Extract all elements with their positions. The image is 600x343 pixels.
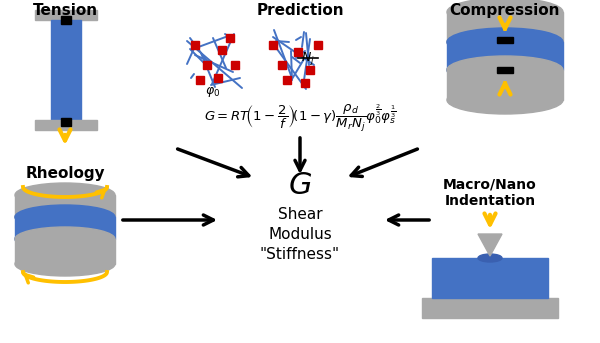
Bar (447, 70, 563, 100)
Text: $G = RT\!\left(1-\dfrac{2}{f}\right)\!(1-\gamma)\dfrac{\rho_d}{M_r N_j}\varphi_0: $G = RT\!\left(1-\dfrac{2}{f}\right)\!(1… (204, 102, 396, 134)
Bar (35, 120, 97, 130)
Bar (278, 61, 286, 69)
Ellipse shape (447, 56, 563, 84)
Ellipse shape (447, 28, 563, 56)
Bar (214, 74, 222, 82)
Ellipse shape (447, 86, 563, 114)
Bar (218, 46, 226, 54)
Text: Shear
Modulus
"Stiffness": Shear Modulus "Stiffness" (260, 207, 340, 262)
Bar (432, 258, 548, 298)
Bar (203, 61, 211, 69)
Bar (269, 41, 277, 49)
Bar (301, 79, 309, 87)
Bar (15, 195, 115, 217)
Ellipse shape (15, 252, 115, 276)
Text: Rheology: Rheology (25, 166, 105, 181)
Bar (314, 41, 322, 49)
Bar (447, 12, 563, 42)
Bar (15, 217, 115, 239)
Text: Prediction: Prediction (256, 3, 344, 18)
Bar (196, 76, 204, 84)
Text: Compression: Compression (450, 3, 560, 18)
Bar (61, 118, 71, 126)
Bar (51, 20, 81, 120)
Ellipse shape (447, 0, 563, 26)
Ellipse shape (15, 205, 115, 229)
Bar (422, 298, 558, 318)
Bar (497, 67, 513, 73)
Ellipse shape (15, 205, 115, 229)
Bar (35, 10, 97, 20)
Text: Macro/Nano
Indentation: Macro/Nano Indentation (443, 178, 537, 208)
Bar (231, 61, 239, 69)
Bar (61, 16, 71, 24)
Ellipse shape (15, 183, 115, 207)
Bar (294, 48, 302, 56)
Text: $\mathit{G}$: $\mathit{G}$ (288, 170, 312, 200)
Ellipse shape (15, 227, 115, 251)
Ellipse shape (447, 28, 563, 56)
Text: Tension: Tension (32, 3, 98, 18)
Bar (497, 37, 513, 43)
Bar (226, 34, 234, 42)
Text: $N_j$: $N_j$ (301, 50, 315, 67)
Ellipse shape (478, 254, 502, 262)
Ellipse shape (15, 227, 115, 251)
Text: $\varphi_0$: $\varphi_0$ (205, 85, 221, 99)
Ellipse shape (447, 56, 563, 84)
Bar (306, 66, 314, 74)
Polygon shape (478, 234, 502, 256)
Bar (191, 41, 199, 49)
Bar (15, 239, 115, 264)
Bar (447, 42, 563, 70)
Bar (283, 76, 291, 84)
